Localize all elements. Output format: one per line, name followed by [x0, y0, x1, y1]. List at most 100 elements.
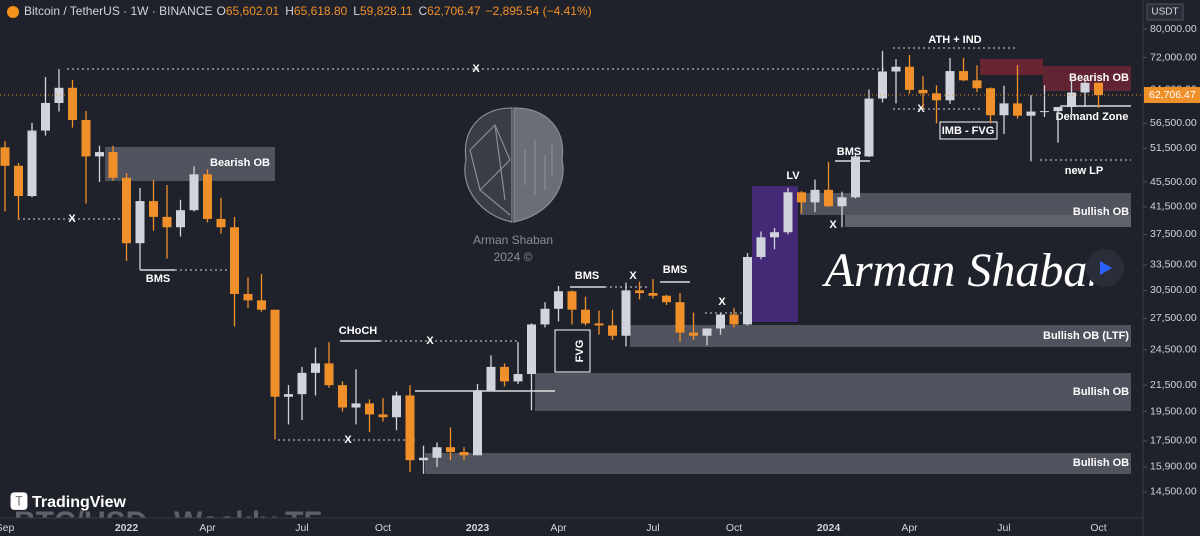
candle-body	[324, 363, 334, 386]
field-value: 65,602.01	[226, 4, 280, 18]
candle-body	[54, 87, 64, 103]
candle-body	[567, 291, 577, 310]
annotation: Bullish OB (LTF)	[1043, 330, 1129, 342]
platform: 🆃 TradingView	[10, 492, 127, 512]
annotation: BMS	[146, 273, 170, 285]
annotation: X	[629, 270, 637, 282]
candle-body	[756, 237, 766, 257]
candle-body	[837, 197, 847, 207]
candle-body	[527, 324, 536, 375]
currency: USDT	[1151, 7, 1178, 18]
platform-name: TradingView	[32, 494, 127, 511]
candle-body	[122, 177, 131, 244]
field-key: L	[353, 4, 360, 18]
y-tick-label: 33,500.00	[1150, 259, 1197, 271]
candle-body	[1094, 82, 1103, 96]
candle-body	[770, 232, 779, 238]
x-tick-label: 2022	[115, 522, 139, 534]
x-tick-label: Jul	[295, 522, 308, 534]
candle-body	[446, 447, 455, 453]
y-tick-label: 15,900.00	[1150, 461, 1197, 473]
x-axis-bar	[0, 518, 1200, 536]
zone	[845, 215, 1131, 227]
candle-body	[716, 314, 725, 329]
candle-body	[999, 103, 1009, 116]
candle-body	[297, 372, 307, 395]
candle-body	[851, 156, 860, 198]
logo-watermark	[464, 107, 564, 223]
y-tick-label: 80,000.00	[1150, 23, 1197, 35]
candle-body	[608, 325, 617, 336]
field-key: O	[217, 4, 226, 18]
annotation: X	[426, 335, 434, 347]
candle-body	[189, 174, 199, 211]
field-key: H	[285, 4, 294, 18]
zone	[980, 59, 1043, 75]
x-tick-label: 2024	[817, 522, 841, 534]
candle-body	[1013, 103, 1022, 116]
candle-body	[95, 152, 104, 157]
candle-body	[365, 403, 374, 415]
y-tick-label: 21,500.00	[1150, 379, 1197, 391]
x-tick-label: Jul	[646, 522, 659, 534]
candle-body	[554, 291, 563, 309]
symbol: Bitcoin / TetherUS · 1W · BINANCE	[24, 4, 213, 18]
change: −2,895.54 (−4.41%)	[486, 4, 592, 18]
candle-body	[959, 71, 968, 81]
y-tick-label: 41,500.00	[1150, 201, 1197, 213]
candle-body	[270, 309, 280, 397]
y-tick-label: 30,500.00	[1150, 284, 1197, 296]
y-tick-label: 56,500.00	[1150, 117, 1197, 129]
watermark-year: 2024 ©	[494, 250, 533, 264]
annotation: X	[472, 63, 480, 75]
candle-body	[905, 66, 914, 90]
annotation: X	[68, 213, 76, 225]
candle-body	[500, 366, 509, 382]
price-label: 62,706.47	[1149, 89, 1196, 101]
candle-body	[581, 309, 590, 324]
candle-body	[405, 395, 415, 461]
candle-body	[743, 256, 752, 325]
field-value: 65,618.80	[294, 4, 348, 18]
x-tick-label: Oct	[1090, 522, 1106, 534]
candle-body	[149, 201, 158, 217]
annotation: Demand Zone	[1056, 111, 1129, 123]
candle-body	[176, 210, 185, 228]
currency-box[interactable]	[1146, 3, 1184, 21]
watermark-name: Arman Shaban	[473, 233, 553, 247]
candle-body	[419, 457, 428, 461]
candle-body	[0, 147, 10, 166]
candle-body	[621, 290, 631, 336]
y-tick-label: 24,500.00	[1150, 344, 1197, 356]
candle-body	[878, 71, 887, 99]
annotation: X	[344, 434, 352, 446]
candle-body	[864, 98, 874, 157]
candle-body	[81, 119, 91, 157]
candle-body	[1080, 82, 1090, 93]
y-tick-label: 17,500.00	[1150, 435, 1197, 447]
annotation: Bullish OB	[1073, 386, 1129, 398]
zone	[800, 193, 1131, 215]
annotation: ATH + IND	[928, 34, 981, 46]
zone	[630, 325, 1131, 347]
candle-body	[108, 152, 118, 178]
candle-body	[783, 192, 793, 233]
annotation: Bullish OB	[1073, 457, 1129, 469]
candle-body	[1040, 111, 1049, 113]
annotation: new LP	[1065, 165, 1104, 177]
candle-body	[216, 218, 226, 228]
candle-body	[68, 87, 77, 120]
candle-body	[230, 227, 239, 294]
x-tick-label: Sep	[0, 522, 14, 534]
candle-body	[243, 293, 253, 301]
y-tick-label: 14,500.00	[1150, 486, 1197, 498]
x-tick-label: Apr	[901, 522, 918, 534]
x-tick-label: Apr	[199, 522, 216, 534]
candle-body	[702, 328, 712, 336]
field-value: 59,828.11	[360, 4, 413, 18]
signature: Arman Shaban	[822, 244, 1112, 297]
candle-body	[14, 165, 23, 197]
annotation: LV	[786, 170, 800, 182]
annotation: FVG	[574, 340, 586, 363]
